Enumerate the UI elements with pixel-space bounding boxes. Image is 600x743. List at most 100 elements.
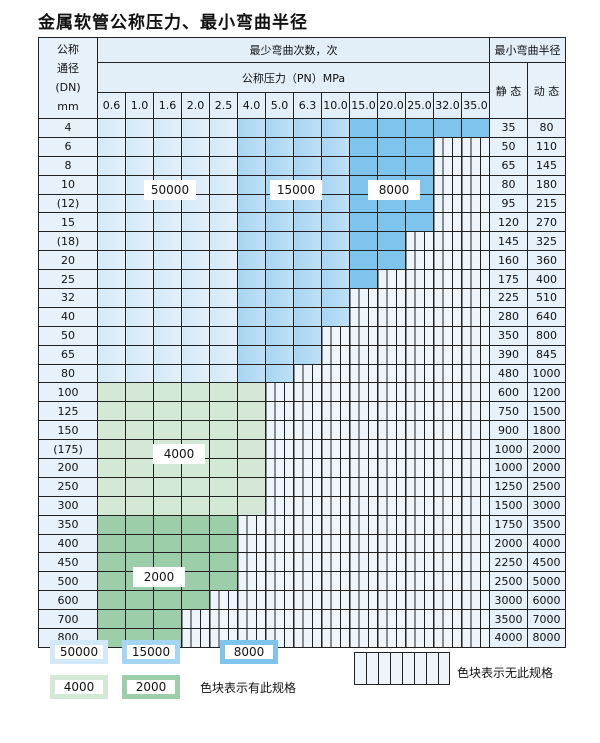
cycles-cell-2000 xyxy=(125,533,154,554)
cycles-cell-2000 xyxy=(97,609,126,630)
cycles-cell-15000 xyxy=(237,288,266,308)
cycles-cell-4000 xyxy=(237,382,266,403)
cycles-cell-2000 xyxy=(153,609,182,630)
cycles-cell-4000 xyxy=(237,476,266,497)
table-row: 8 65 145 xyxy=(38,155,566,176)
no-spec-cell xyxy=(293,609,322,630)
no-spec-cell xyxy=(265,439,294,460)
cycles-cell-4000 xyxy=(181,382,210,403)
no-spec-cell xyxy=(321,325,350,346)
no-spec-cell xyxy=(461,344,490,365)
static-radius-cell: 3500 xyxy=(489,609,528,630)
no-spec-cell xyxy=(461,325,490,346)
cycles-cell-50000 xyxy=(153,288,182,308)
no-spec-cell xyxy=(321,552,350,573)
no-spec-cell xyxy=(461,288,490,308)
table-row: (18) 145 325 xyxy=(38,231,566,252)
no-spec-cell xyxy=(293,533,322,554)
no-spec-cell xyxy=(349,458,378,478)
pressure-col-header: 1.6 xyxy=(153,92,182,119)
dn-header: 公称 通径 (DN) mm xyxy=(38,37,98,119)
cycles-cell-50000 xyxy=(181,231,210,252)
no-spec-cell xyxy=(349,571,378,592)
no-spec-cell xyxy=(349,325,378,346)
cycles-cell-15000 xyxy=(321,288,350,308)
cycles-cell-4000 xyxy=(181,476,210,497)
no-spec-cell xyxy=(349,476,378,497)
no-spec-cell xyxy=(321,571,350,592)
no-spec-cell xyxy=(461,363,490,384)
no-spec-cell xyxy=(321,514,350,535)
cycles-cell-50000 xyxy=(125,269,154,290)
no-spec-cell xyxy=(461,174,490,195)
dn-cell: 20 xyxy=(38,250,98,271)
static-radius-cell: 1250 xyxy=(489,476,528,497)
table-row: 25 175 400 xyxy=(38,269,566,290)
no-spec-cell xyxy=(265,590,294,611)
no-spec-cell xyxy=(377,420,406,441)
no-spec-cell xyxy=(405,420,434,441)
no-spec-cell xyxy=(293,420,322,441)
no-spec-cell xyxy=(377,269,406,290)
cycles-cell-4000 xyxy=(125,439,154,460)
cycles-cell-50000 xyxy=(125,325,154,346)
cycles-cell-15000 xyxy=(265,344,294,365)
pressure-col-header: 5.0 xyxy=(265,92,294,119)
cycles-cell-2000 xyxy=(181,533,210,554)
dn-cell: 6 xyxy=(38,136,98,157)
no-spec-cell xyxy=(433,231,462,252)
static-radius-cell: 2250 xyxy=(489,552,528,573)
no-spec-cell xyxy=(405,401,434,422)
no-spec-cell xyxy=(405,344,434,365)
dn-header-line: 通径 xyxy=(57,62,79,75)
pressure-col-header: 4.0 xyxy=(237,92,266,119)
no-spec-cell xyxy=(237,609,266,630)
cycles-cell-4000 xyxy=(125,401,154,422)
cycles-cell-2000 xyxy=(153,533,182,554)
dn-cell: (18) xyxy=(38,231,98,252)
no-spec-cell xyxy=(405,571,434,592)
dynamic-radius-cell: 640 xyxy=(527,306,566,327)
cycles-cell-4000 xyxy=(153,495,182,516)
no-spec-cell xyxy=(433,439,462,460)
table-row: 6 50 110 xyxy=(38,136,566,157)
cycles-cell-50000 xyxy=(125,363,154,384)
no-spec-cell xyxy=(461,458,490,478)
cycles-cell-2000 xyxy=(181,571,210,592)
cycles-cell-15000 xyxy=(321,155,350,176)
no-spec-cell xyxy=(321,401,350,422)
table-row: 400 2000 4000 xyxy=(38,533,566,554)
static-radius-cell: 1000 xyxy=(489,439,528,460)
no-spec-cell xyxy=(377,514,406,535)
cycles-cell-8000 xyxy=(377,250,406,271)
cycles-header: 最少弯曲次数，次 xyxy=(97,37,490,63)
pressure-col-header: 32.0 xyxy=(433,92,462,119)
cycles-cell-15000 xyxy=(293,269,322,290)
dynamic-radius-cell: 3000 xyxy=(527,495,566,516)
no-spec-cell xyxy=(433,458,462,478)
cycles-cell-50000 xyxy=(97,174,126,195)
dynamic-radius-cell: 80 xyxy=(527,118,566,138)
dynamic-radius-cell: 5000 xyxy=(527,571,566,592)
no-spec-cell xyxy=(461,382,490,403)
no-spec-cell xyxy=(461,306,490,327)
no-spec-cell xyxy=(237,514,266,535)
pressure-col-header: 2.0 xyxy=(181,92,210,119)
cycles-cell-4000 xyxy=(209,476,238,497)
no-spec-cell xyxy=(293,439,322,460)
cycles-cell-15000 xyxy=(293,344,322,365)
no-spec-cell xyxy=(349,420,378,441)
no-spec-cell xyxy=(349,401,378,422)
cycles-cell-50000 xyxy=(181,344,210,365)
no-spec-cell xyxy=(405,533,434,554)
cycles-cell-15000 xyxy=(265,118,294,138)
cycles-cell-2000 xyxy=(153,590,182,611)
dynamic-radius-cell: 1500 xyxy=(527,401,566,422)
dynamic-radius-cell: 145 xyxy=(527,155,566,176)
no-spec-cell xyxy=(433,609,462,630)
no-spec-cell xyxy=(433,382,462,403)
no-spec-cell xyxy=(265,495,294,516)
no-spec-cell xyxy=(405,231,434,252)
dynamic-radius-cell: 4500 xyxy=(527,552,566,573)
no-spec-cell xyxy=(377,325,406,346)
